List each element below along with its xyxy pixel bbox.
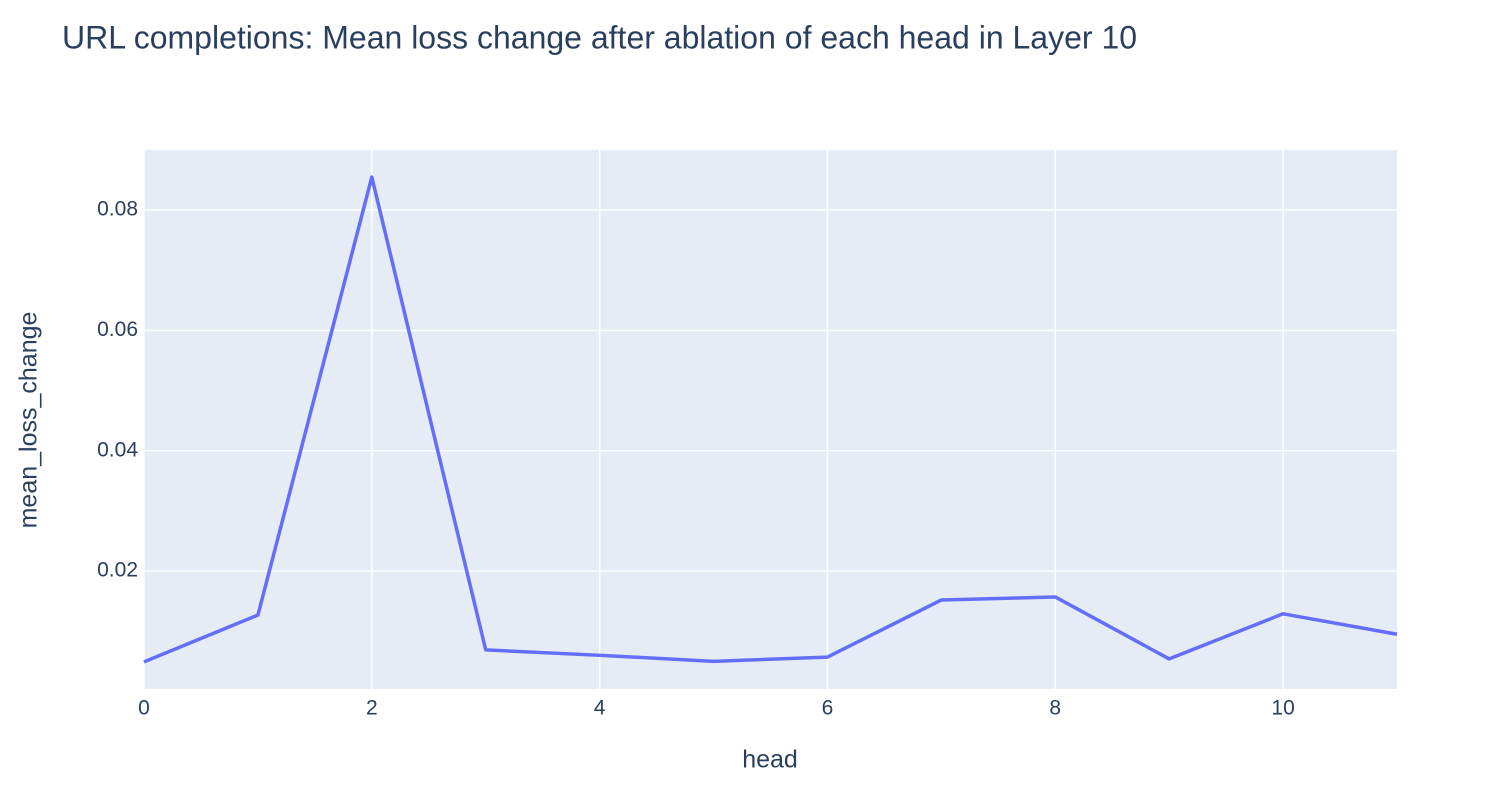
y-tick-label: 0.06 [97, 318, 138, 341]
x-tick-label: 0 [138, 697, 150, 720]
plot-area [144, 150, 1397, 689]
x-tick-label: 6 [822, 697, 834, 720]
x-axis-title: head [742, 746, 798, 774]
y-tick-label: 0.04 [97, 438, 138, 461]
chart-title: URL completions: Mean loss change after … [62, 19, 1137, 55]
line [143, 175, 1398, 664]
x-tick-label: 10 [1271, 697, 1294, 720]
y-tick-label: 0.08 [97, 198, 138, 221]
x-tick-label: 8 [1049, 697, 1061, 720]
x-tick-label: 4 [594, 697, 606, 720]
x-tick-label: 2 [366, 697, 378, 720]
y-axis-title: mean_loss_change [15, 312, 43, 529]
y-tick-label: 0.02 [97, 559, 138, 582]
